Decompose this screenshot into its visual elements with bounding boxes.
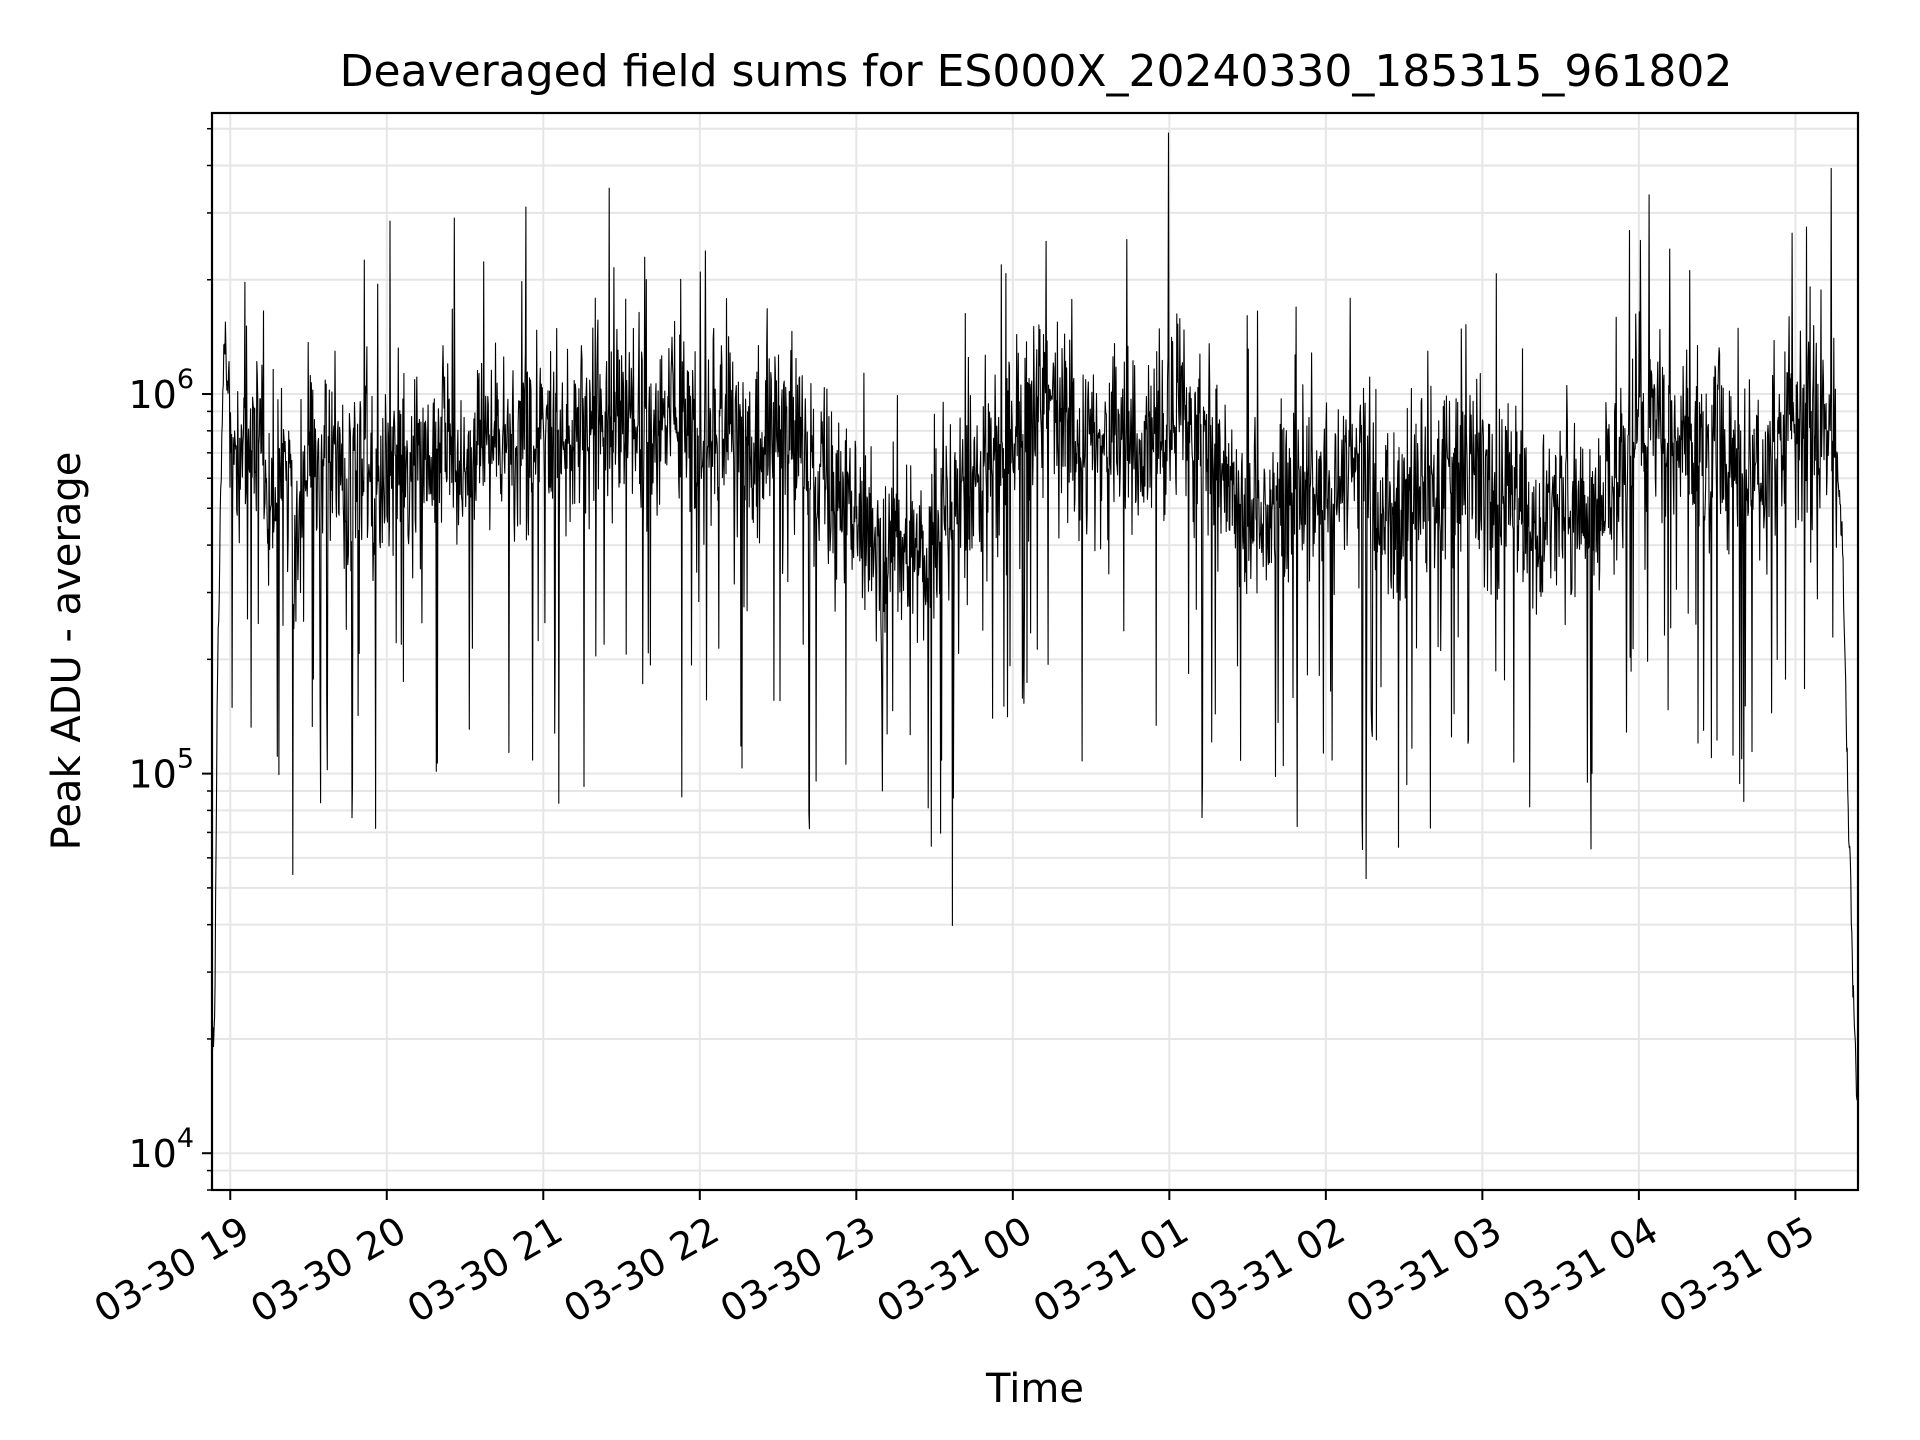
series-line: [211, 132, 1859, 1142]
y-tick-label: 105: [128, 744, 194, 797]
y-tick-label: 104: [128, 1123, 194, 1176]
x-tick-label: 03-31 03: [1339, 1208, 1509, 1332]
x-tick-label: 03-30 19: [87, 1208, 257, 1332]
y-tick-label: 106: [128, 364, 194, 417]
x-tick-label: 03-31 01: [1026, 1208, 1196, 1332]
x-tick-label: 03-31 02: [1182, 1208, 1352, 1332]
chart-title: Deaveraged field sums for ES000X_2024033…: [340, 46, 1733, 97]
x-tick-label: 03-31 00: [869, 1208, 1039, 1332]
data-series: [211, 132, 1859, 1142]
x-tick-label: 03-30 23: [713, 1208, 883, 1332]
x-tick-label: 03-30 20: [243, 1208, 413, 1332]
grid-lines: [212, 113, 1858, 1191]
x-tick-label: 03-31 04: [1495, 1208, 1665, 1332]
x-tick-label: 03-30 21: [400, 1208, 570, 1332]
x-axis-label: Time: [985, 1366, 1084, 1412]
x-tick-label: 03-30 22: [556, 1208, 726, 1332]
plot-frame: [210, 111, 1860, 1192]
x-tick-label: 03-31 05: [1652, 1208, 1822, 1332]
y-axis-label: Peak ADU - average: [44, 452, 90, 851]
